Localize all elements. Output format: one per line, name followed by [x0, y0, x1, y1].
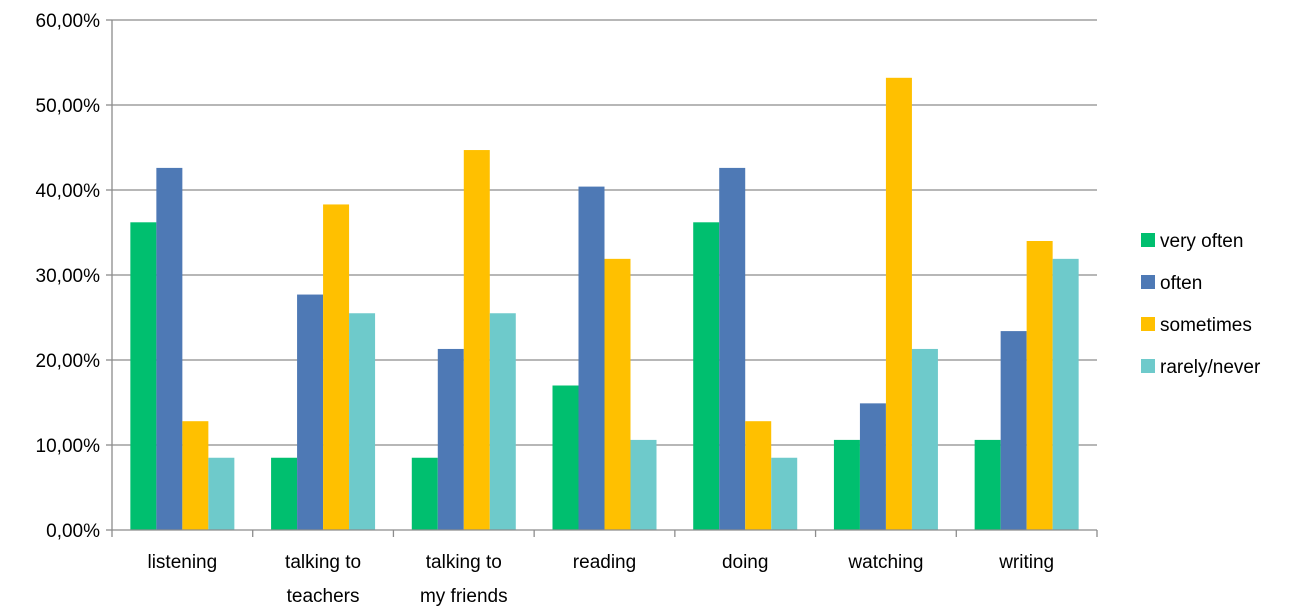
legend-swatch — [1141, 317, 1155, 331]
bar-rarely-never — [771, 457, 798, 530]
bar-rarely-never — [1052, 258, 1079, 530]
bar-very-often — [552, 385, 579, 530]
legend-label: often — [1160, 273, 1202, 294]
y-tick-labels: 0,00% 10,00% 20,00% 30,00% 40,00% 50,00% 60,00… — [36, 11, 101, 542]
x-category-label-line: talking to — [426, 552, 502, 573]
bar-often — [719, 167, 746, 530]
x-category-label: reading — [573, 552, 636, 573]
bar-sometimes — [463, 150, 490, 531]
x-category-label: writing — [998, 552, 1054, 573]
bar-often — [1000, 331, 1027, 530]
bar-rarely-never — [630, 439, 657, 530]
bar-often — [297, 294, 324, 530]
bar-sometimes — [604, 258, 631, 530]
bar-very-often — [833, 439, 860, 530]
x-category-label: doing — [722, 552, 769, 573]
y-tick-label: 20,00% — [36, 351, 101, 372]
x-category-label: talking to teachers — [285, 552, 361, 607]
bar-very-often — [271, 457, 298, 530]
bar-rarely-never — [489, 313, 516, 530]
axes — [106, 19, 1098, 537]
x-category-label: watching — [847, 552, 923, 573]
bar-sometimes — [323, 204, 350, 530]
legend-label: rarely/never — [1160, 357, 1261, 378]
bar-sometimes — [885, 77, 912, 531]
bar-often — [578, 186, 605, 530]
x-category-label-line: my friends — [420, 586, 508, 607]
legend-swatch — [1141, 233, 1155, 247]
x-category-label-line: doing — [722, 552, 769, 573]
bar-often — [437, 348, 464, 530]
x-category-label: talking to my friends — [420, 552, 508, 607]
x-tick-labels: listening talking to teachers talking to my … — [147, 552, 1054, 607]
bar-area — [130, 77, 1079, 531]
y-tick-label: 60,00% — [36, 11, 101, 32]
bar-often — [859, 403, 886, 530]
x-category-label-line: teachers — [287, 586, 360, 607]
x-category-label-line: talking to — [285, 552, 361, 573]
y-tick-label: 0,00% — [46, 521, 100, 542]
x-category-label-line: writing — [998, 552, 1054, 573]
legend-label: very often — [1160, 231, 1243, 252]
legend-label: sometimes — [1160, 315, 1252, 336]
bar-often — [156, 167, 183, 530]
legend: very often often sometimes rarely/never — [1141, 231, 1261, 378]
y-tick-label: 40,00% — [36, 181, 101, 202]
bar-very-often — [693, 222, 720, 531]
bar-sometimes — [1026, 241, 1053, 530]
x-category-label: listening — [147, 552, 217, 573]
bar-very-often — [974, 439, 1001, 530]
bar-very-often — [411, 457, 438, 530]
bar-sometimes — [182, 421, 209, 530]
bar-rarely-never — [349, 313, 376, 530]
x-category-label-line: listening — [147, 552, 217, 573]
bar-rarely-never — [208, 457, 235, 530]
bar-sometimes — [745, 421, 772, 530]
legend-swatch — [1141, 275, 1155, 289]
y-tick-label: 30,00% — [36, 266, 101, 287]
legend-swatch — [1141, 359, 1155, 373]
bar-very-often — [130, 222, 157, 531]
bar-rarely-never — [911, 348, 938, 530]
y-tick-label: 50,00% — [36, 96, 101, 117]
x-category-label-line: reading — [573, 552, 636, 573]
y-tick-label: 10,00% — [36, 436, 101, 457]
x-category-label-line: watching — [847, 552, 923, 573]
